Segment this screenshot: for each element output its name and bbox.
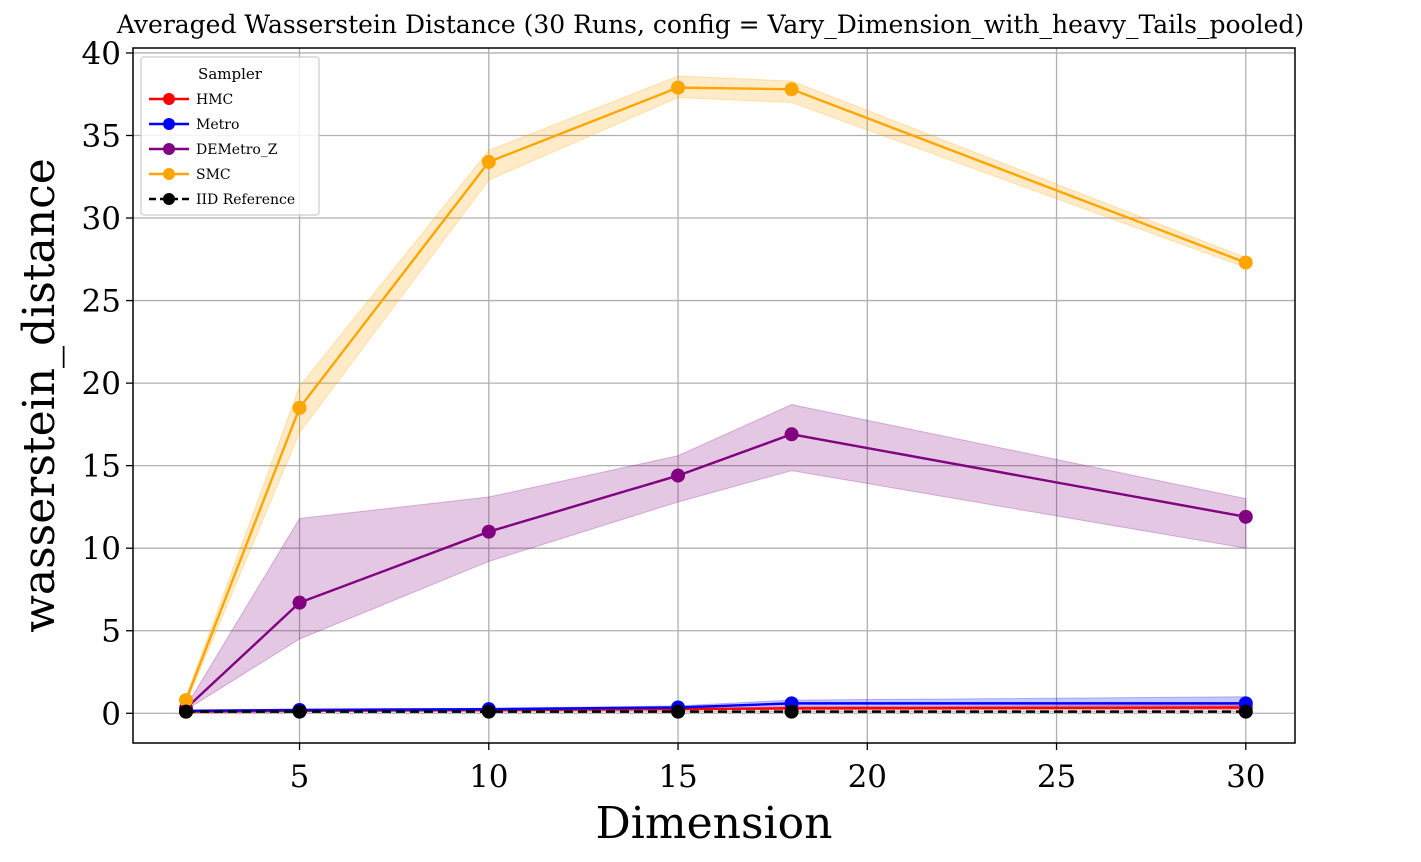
plot-frame: [132, 47, 1296, 744]
y-tick-label: 35: [82, 118, 121, 154]
smc-point: [178, 693, 193, 708]
iid-reference-point: [671, 704, 686, 719]
iid-reference-point: [1238, 704, 1253, 719]
legend-hmc-label: HMC: [196, 92, 233, 108]
iid-reference-point: [178, 704, 193, 719]
smc-point: [784, 82, 799, 97]
y-tick-label: 15: [82, 449, 121, 485]
y-tick-label: 0: [101, 696, 121, 732]
confidence-bands: [185, 75, 1247, 713]
legend-hmc-marker: [163, 93, 175, 105]
y-tick-label: 30: [82, 201, 121, 237]
demetro-z-band: [185, 404, 1247, 711]
metro-line: [185, 702, 1246, 713]
iid-reference-point: [292, 704, 307, 719]
iid-reference-point: [481, 704, 496, 719]
x-tick-label: 20: [848, 759, 887, 795]
legend-title: Sampler: [198, 65, 263, 83]
legend-iid-reference-label: IID Reference: [196, 192, 295, 208]
demetro-z-point: [1238, 509, 1253, 524]
demetro-z-point: [481, 524, 496, 539]
grid-lines: [133, 48, 1295, 743]
y-tick-label: 20: [82, 366, 121, 402]
legend-iid-reference-marker: [163, 193, 175, 205]
smc-point: [292, 400, 307, 415]
smc-point: [671, 80, 686, 95]
iid-reference-point: [784, 704, 799, 719]
demetro-z-point: [671, 468, 686, 483]
smc-point: [481, 154, 496, 169]
legend-metro-marker: [163, 118, 175, 130]
legend-box: [140, 56, 320, 216]
demetro-z-point: [784, 427, 799, 442]
demetro-z-point: [292, 595, 307, 610]
y-axis-label: wasserstein_distance: [14, 158, 65, 633]
legend-demetro-z-marker: [163, 143, 175, 155]
chart-title: Averaged Wasserstein Distance (30 Runs, …: [116, 10, 1305, 39]
y-tick-label: 40: [82, 36, 121, 72]
demetro-z-line: [185, 433, 1247, 710]
legend-demetro-z-label: DEMetro_Z: [196, 142, 278, 158]
x-tick-label: 5: [290, 759, 310, 795]
smc-line: [184, 86, 1247, 701]
series-lines: [184, 86, 1247, 713]
x-tick-label: 10: [469, 759, 508, 795]
y-tick-label: 25: [82, 284, 121, 320]
legend-metro-label: Metro: [196, 117, 239, 133]
x-tick-label: 15: [658, 759, 697, 795]
x-axis-label: Dimension: [596, 798, 833, 849]
series-points: [178, 80, 1253, 719]
axis-ticks: 5 10 15 20 25 30 0 5 10 15 20 25 30 35 40: [82, 36, 1266, 795]
legend: Sampler HMC Metro DEMetro_Z SMC IID Referenc…: [140, 56, 320, 216]
x-tick-label: 30: [1226, 759, 1265, 795]
legend-smc-marker: [163, 168, 175, 180]
smc-point: [1238, 255, 1253, 270]
x-tick-label: 25: [1037, 759, 1076, 795]
y-tick-label: 5: [101, 614, 121, 650]
y-tick-label: 10: [82, 531, 121, 567]
legend-smc-label: SMC: [196, 167, 231, 183]
